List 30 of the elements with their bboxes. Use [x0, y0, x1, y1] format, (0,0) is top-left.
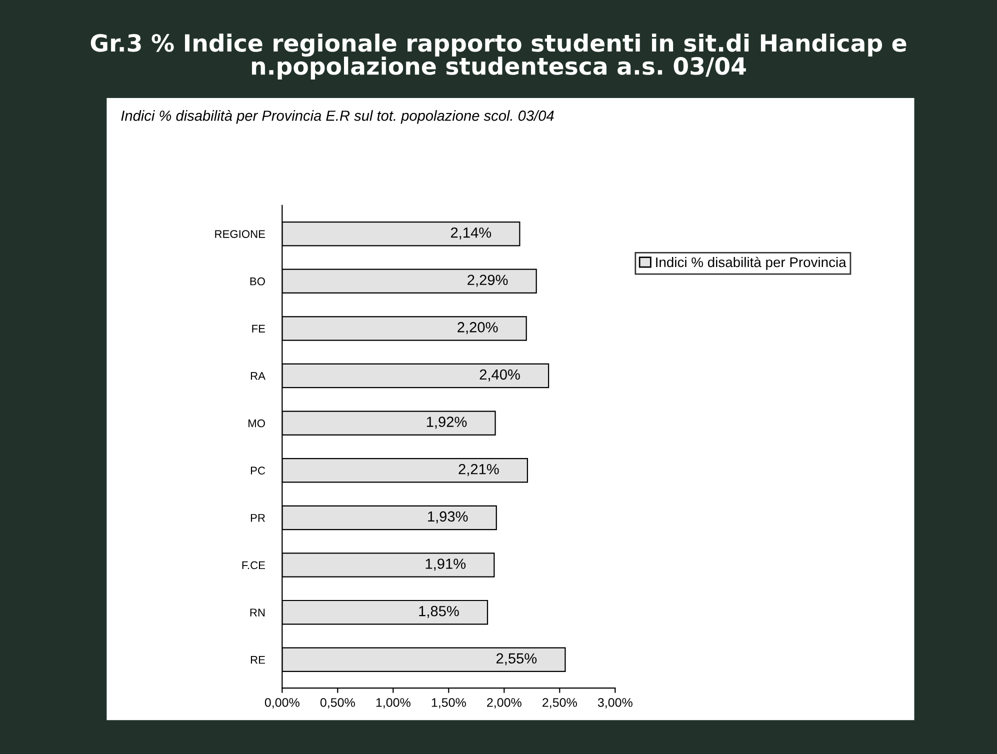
y-tick-label: FE — [252, 324, 266, 332]
y-tick-label: F.CE — [242, 561, 266, 570]
y-tick-label: RN — [250, 608, 265, 616]
data-label: 1,93% — [428, 511, 468, 524]
y-tick-label: MO — [248, 419, 265, 428]
chart-title: Gr.3 % Indice regionale rapporto studenti in sit.di Handicap e n.popolazione studentesca a.s. 03/04 — [90, 34, 906, 80]
x-tick-label: 1,50% — [432, 698, 466, 708]
data-label: 2,29% — [468, 274, 508, 287]
x-tick-label: 0,00% — [264, 698, 300, 708]
y-tick-label: BO — [250, 277, 265, 286]
y-tick-label: RE — [250, 656, 266, 664]
data-label: 2,20% — [458, 322, 498, 334]
y-tick-label: REGIONE — [215, 230, 266, 238]
data-label: 2,40% — [480, 369, 520, 382]
y-tick-label: RA — [250, 372, 266, 380]
data-label: 1,91% — [426, 558, 466, 571]
x-tick-label: 0,50% — [320, 698, 355, 708]
x-tick-label: 2,50% — [542, 698, 577, 708]
x-tick-label: 2,00% — [487, 698, 522, 708]
data-label: 1,85% — [419, 606, 459, 618]
y-tick-label: PR — [250, 514, 265, 522]
data-label: 1,92% — [426, 416, 467, 429]
chart-subtitle: Indici % disabilità per Provincia E.R sul tot. popolazione scol. 03/04 — [121, 110, 554, 124]
data-label: 2,21% — [458, 464, 499, 476]
data-label: 2,55% — [496, 653, 537, 666]
legend-label: Indici % disabilità per Provincia — [656, 256, 846, 270]
x-tick-label: 1,00% — [376, 698, 410, 708]
x-tick-label: 3,00% — [598, 698, 632, 708]
data-label: 2,14% — [450, 227, 492, 240]
y-tick-label: PC — [250, 466, 266, 475]
